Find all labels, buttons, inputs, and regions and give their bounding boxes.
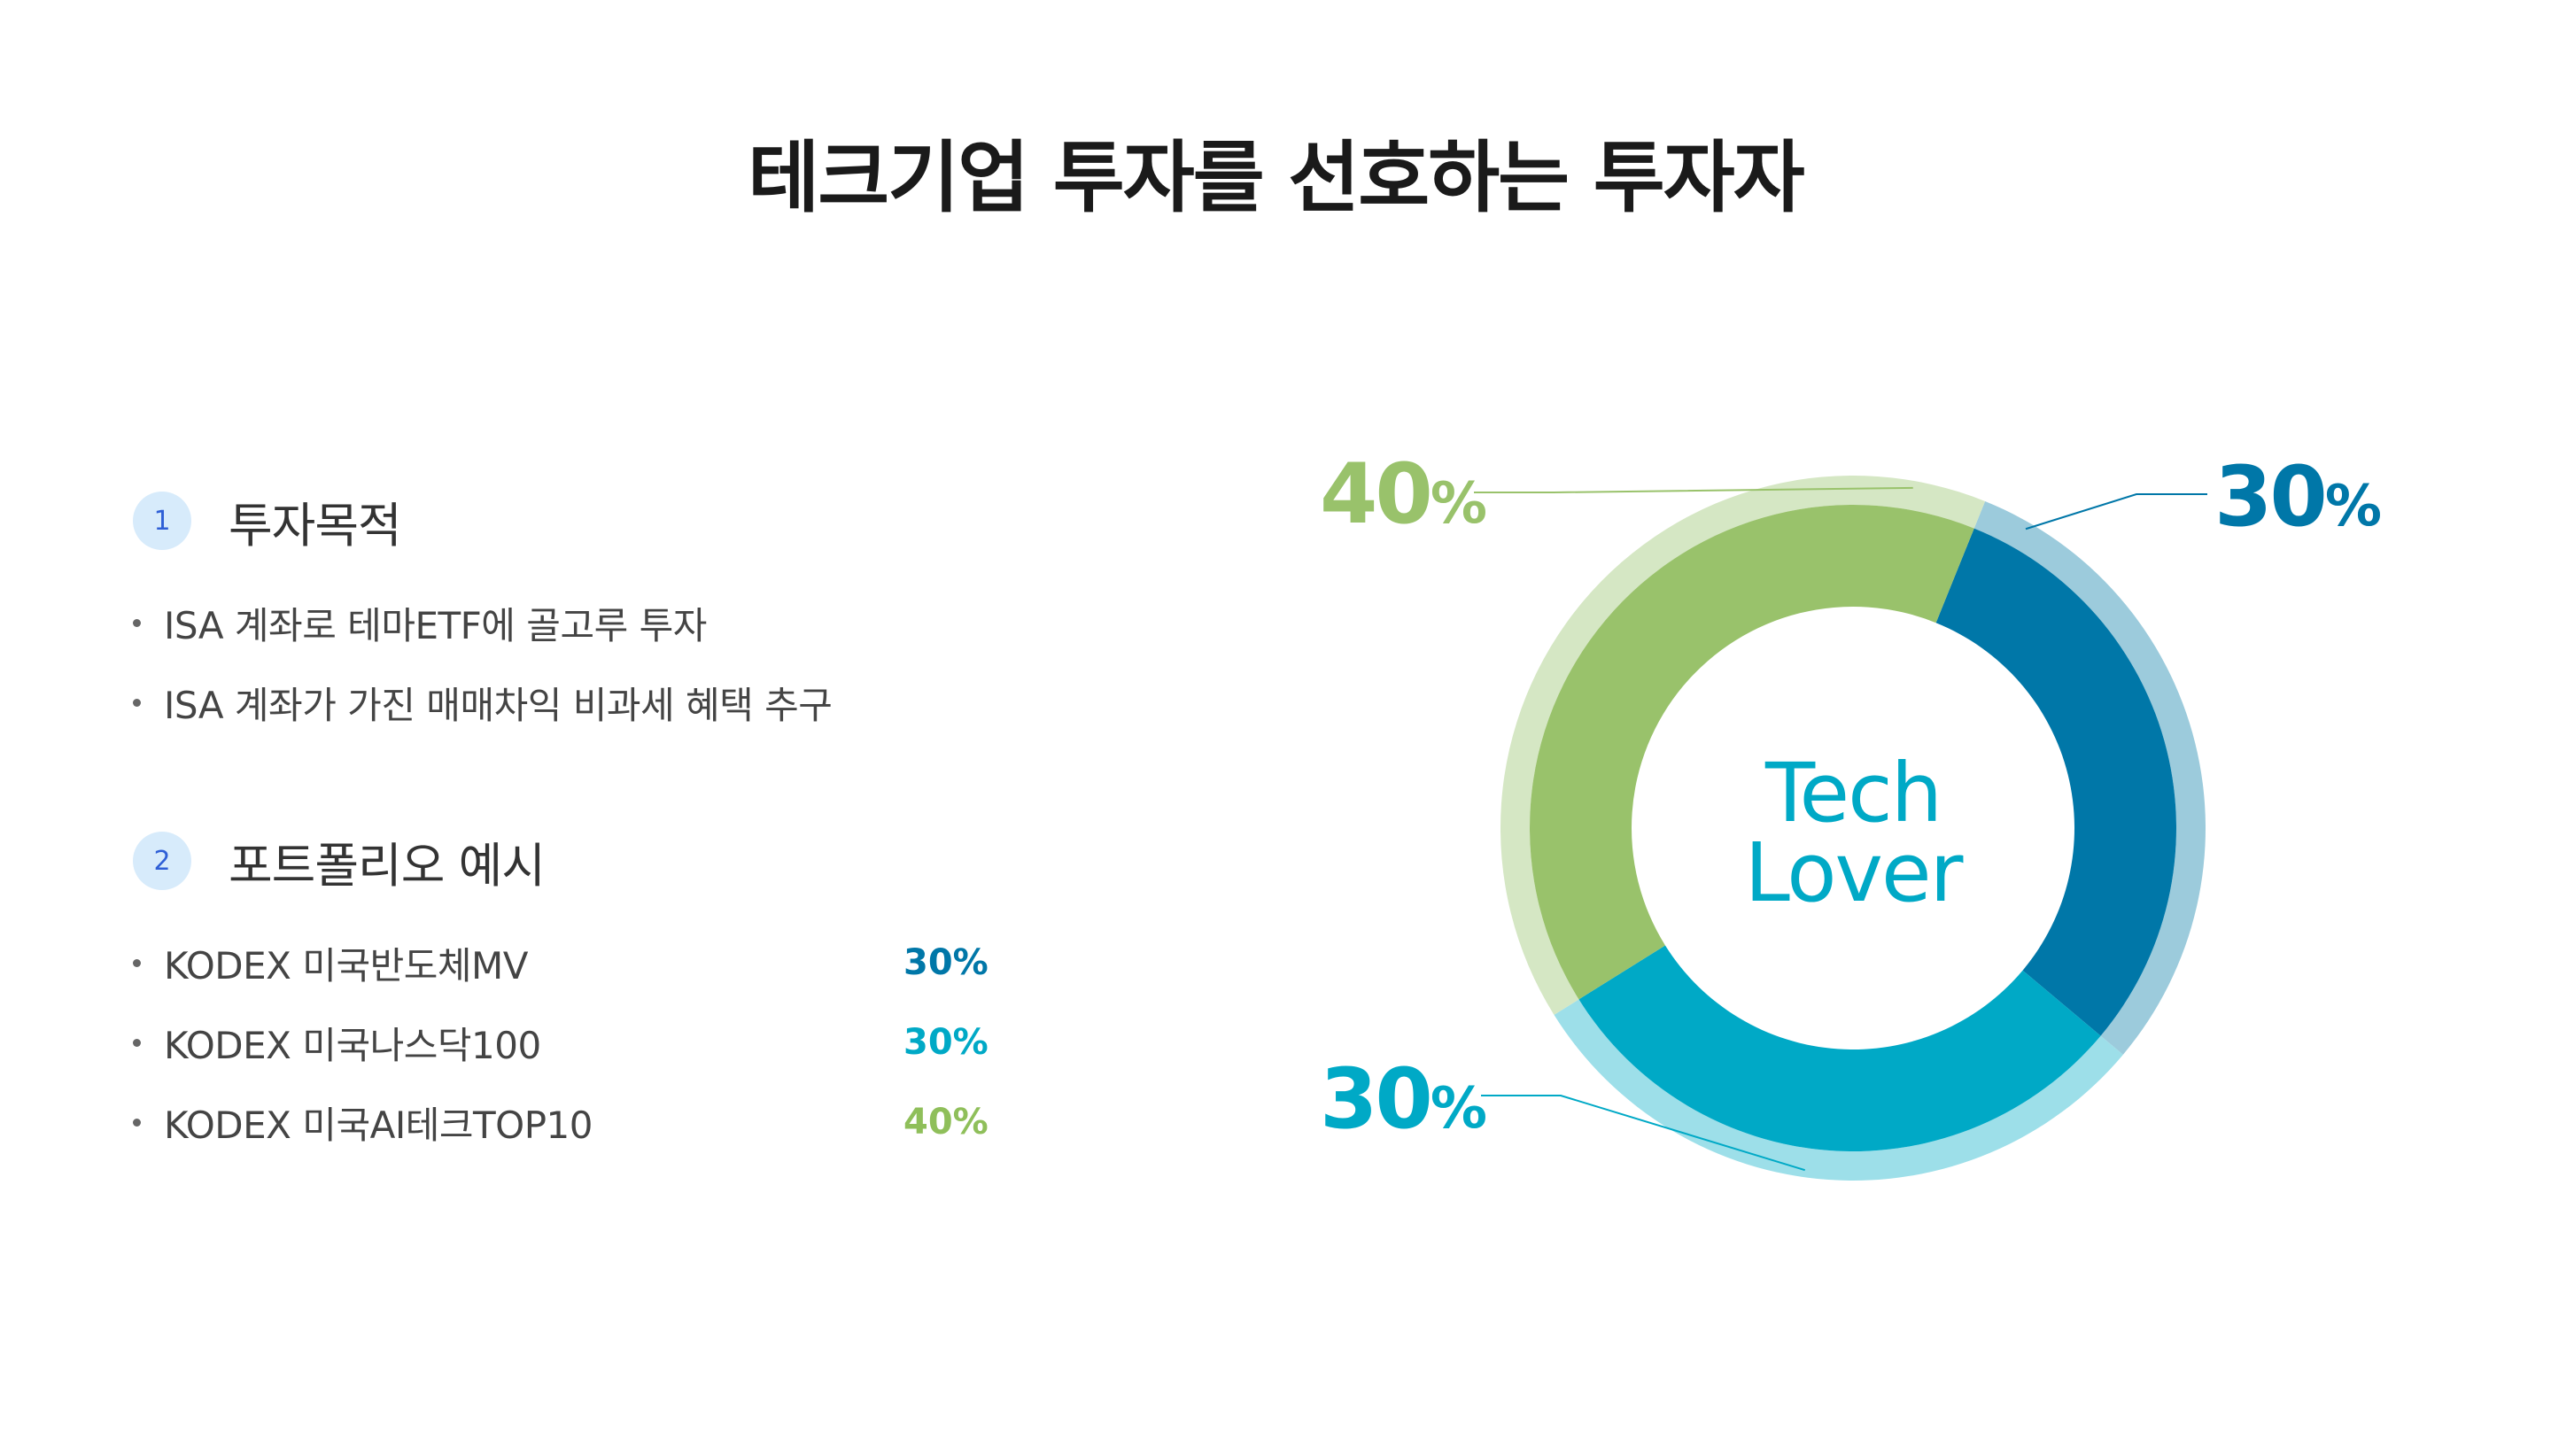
callout-line [1481, 1095, 1806, 1172]
bullet-icon [133, 698, 141, 707]
bullet-icon [133, 618, 141, 627]
list-item: KODEX 미국나스닥100 30% [133, 1003, 1019, 1082]
list-item: ISA 계좌로 테마ETF에 골고루 투자 [133, 583, 1019, 662]
allocation-percent: 30% [903, 942, 989, 983]
slice [1529, 504, 1974, 1000]
inner-ring [1529, 504, 2176, 1152]
bullet-icon [133, 958, 141, 967]
section-investment-purpose: 1 투자목적 ISA 계좌로 테마ETF에 골고루 투자 ISA 계좌가 가진 … [133, 485, 1019, 742]
slice [1935, 528, 2176, 1036]
callouts: 30% 30% 40% [1320, 446, 2382, 1172]
list-item: KODEX 미국AI테크TOP10 40% [133, 1082, 1019, 1162]
center-label-line-2: Lover [1745, 825, 1964, 920]
allocation-percent: 40% [903, 1102, 989, 1142]
portfolio-list: KODEX 미국반도체MV 30% KODEX 미국나스닥100 30% KOD… [133, 923, 1019, 1162]
page-title: 테크기업 투자를 선호하는 투자자 [748, 132, 1804, 223]
list-item: KODEX 미국반도체MV 30% [133, 923, 1019, 1003]
outer-ring [1500, 476, 2206, 1181]
list-item-text: KODEX 미국나스닥100 [164, 1023, 541, 1067]
slice-label: 40% [1320, 446, 1487, 543]
bullet-icon [133, 1118, 141, 1127]
purpose-list: ISA 계좌로 테마ETF에 골고루 투자 ISA 계좌가 가진 매매차익 비과… [133, 583, 1019, 742]
center-label-line-1: Tech [1764, 746, 1941, 840]
list-item-text: KODEX 미국반도체MV [164, 943, 528, 987]
list-item: ISA 계좌가 가진 매매차익 비과세 혜택 추구 [133, 662, 1019, 742]
outer-slice [1500, 476, 1986, 1015]
outer-slice [1554, 999, 2123, 1181]
section-title: 투자목적 [229, 497, 402, 554]
slice [1578, 945, 2101, 1152]
slice-label: 30% [2214, 449, 2382, 546]
list-item-text: ISA 계좌가 가진 매매차익 비과세 혜택 추구 [164, 683, 833, 727]
list-item-text: KODEX 미국AI테크TOP10 [164, 1103, 593, 1147]
allocation-percent: 30% [903, 1022, 989, 1063]
section-number-badge: 2 [133, 832, 191, 890]
section-header: 1 투자목적 [133, 485, 1019, 556]
outer-slice [1973, 500, 2206, 1055]
section-title: 포트폴리오 예시 [229, 837, 546, 894]
section-portfolio-example: 2 포트폴리오 예시 KODEX 미국반도체MV 30% KODEX 미국나스닥… [133, 825, 1019, 1162]
section-header: 2 포트폴리오 예시 [133, 825, 1019, 896]
slice-label: 30% [1320, 1051, 1487, 1148]
section-number-badge: 1 [133, 492, 191, 550]
list-item-text: ISA 계좌로 테마ETF에 골고루 투자 [164, 603, 707, 647]
callout-line [2025, 493, 2207, 531]
callout-line [1474, 486, 1913, 493]
bullet-icon [133, 1038, 141, 1047]
